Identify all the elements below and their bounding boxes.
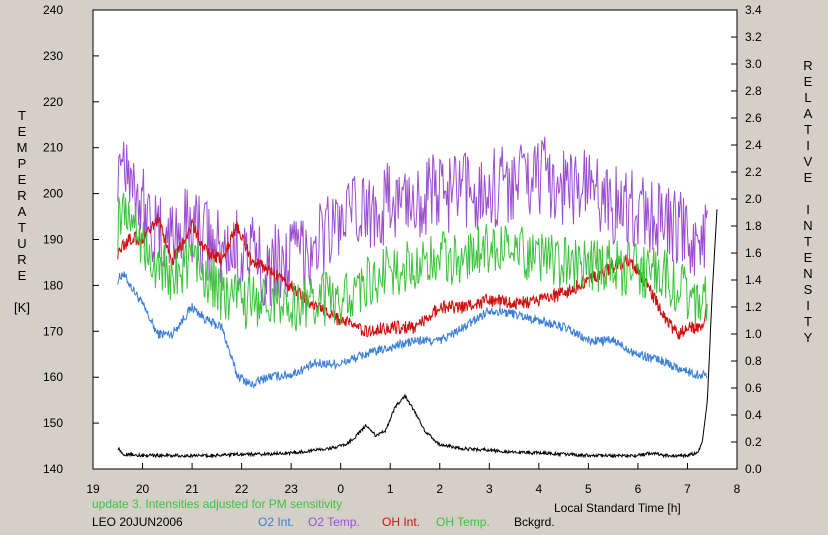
legend-entry: OH Int. [382,515,420,529]
left-tick-label: 150 [43,416,63,430]
right-tick-label: 2.8 [745,84,762,98]
series-lines [117,136,718,459]
right-tick-label: 3.2 [745,30,762,44]
right-axis-label-letter: S [804,282,813,297]
series-line-oh-int [117,213,708,340]
left-axis-label-letter: A [18,204,27,219]
legend-entry: O2 Int. [258,515,294,529]
left-axis-label-letter: E [18,124,27,139]
right-tick-label: 2.0 [745,192,762,206]
left-axis-label-letter: U [17,236,26,251]
x-tick-label: 19 [86,482,100,496]
left-tick-label: 160 [43,370,63,384]
x-tick-label: 3 [486,482,493,496]
right-tick-label: 1.4 [745,273,762,287]
x-tick-label: 20 [136,482,150,496]
x-tick-label: 21 [185,482,199,496]
right-tick-label: 0.2 [745,435,762,449]
right-axis-label-letter: I [806,138,810,153]
right-axis-label-letter: R [803,58,812,73]
x-tick-label: 2 [436,482,443,496]
right-tick-label: 2.4 [745,138,762,152]
x-tick-label: 23 [284,482,298,496]
x-axis-label: Local Standard Time [h] [554,501,681,515]
right-axis-label-letter: N [803,218,812,233]
right-tick-label: 0.8 [745,354,762,368]
annotation-text: update 3. Intensities adjusted for PM se… [92,497,342,511]
x-tick-label: 6 [635,482,642,496]
x-tick-label: 22 [235,482,249,496]
left-axis-label-letter: R [17,188,26,203]
right-tick-label: 1.0 [745,327,762,341]
left-axis-label-letter: E [18,172,27,187]
right-tick-label: 3.4 [745,3,762,17]
right-axis-label-letter: T [804,314,812,329]
left-axis-label-letter: R [17,252,26,267]
left-tick-label: 240 [43,3,63,17]
left-axis-label-letter: E [18,268,27,283]
left-tick-label: 190 [43,233,63,247]
left-tick-label: 220 [43,95,63,109]
series-line-oh-temp [117,192,708,332]
right-tick-label: 1.2 [745,300,762,314]
x-tick-label: 8 [734,482,741,496]
left-tick-label: 180 [43,278,63,292]
x-tick-label: 4 [536,482,543,496]
right-tick-label: 2.6 [745,111,762,125]
right-tick-label: 1.6 [745,246,762,260]
right-axis-label-letter: A [804,106,813,121]
legend: update 3. Intensities adjusted for PM se… [92,497,555,529]
left-axis-label-letter: M [17,140,28,155]
left-axis-label-letter: P [18,156,27,171]
right-axis-label-letter: V [804,154,813,169]
x-tick-label: 1 [387,482,394,496]
left-tick-label: 230 [43,49,63,63]
right-tick-label: 0.4 [745,408,762,422]
x-tick-label: 5 [585,482,592,496]
series-line-o2-int [117,271,708,389]
left-axis-unit: [K] [14,300,30,315]
legend-entry: OH Temp. [436,515,490,529]
left-axis-label-letter: T [18,108,26,123]
left-tick-label: 170 [43,324,63,338]
x-tick-label: 0 [337,482,344,496]
x-tick-label: 7 [684,482,691,496]
right-axis-label-letter: T [804,234,812,249]
right-tick-label: 0.0 [745,462,762,476]
right-tick-label: 1.8 [745,219,762,233]
legend-entry: O2 Temp. [308,515,360,529]
right-tick-label: 2.2 [745,165,762,179]
right-tick-label: 0.6 [745,381,762,395]
right-axis-label-letter: Y [804,330,813,345]
left-tick-label: 140 [43,462,63,476]
right-axis-label-letter: I [806,298,810,313]
right-axis-label-letter: E [804,250,813,265]
right-axis-label-letter: T [804,122,812,137]
right-tick-label: 3.0 [745,57,762,71]
left-axis-label-letter: T [18,220,26,235]
right-axis-label-letter: L [804,90,811,105]
right-axis-label-letter: E [804,74,813,89]
tick-labels: 1401501601701801902002102202302400.00.20… [43,3,762,496]
right-axis-label-letter: N [803,266,812,281]
right-axis-label-letter: E [804,170,813,185]
station-label: LEO 20JUN2006 [92,515,183,529]
left-tick-label: 200 [43,187,63,201]
left-tick-label: 210 [43,141,63,155]
series-line-bckgrd [117,209,718,459]
right-axis-label-letter: I [806,202,810,217]
legend-entry: Bckgrd. [514,515,555,529]
